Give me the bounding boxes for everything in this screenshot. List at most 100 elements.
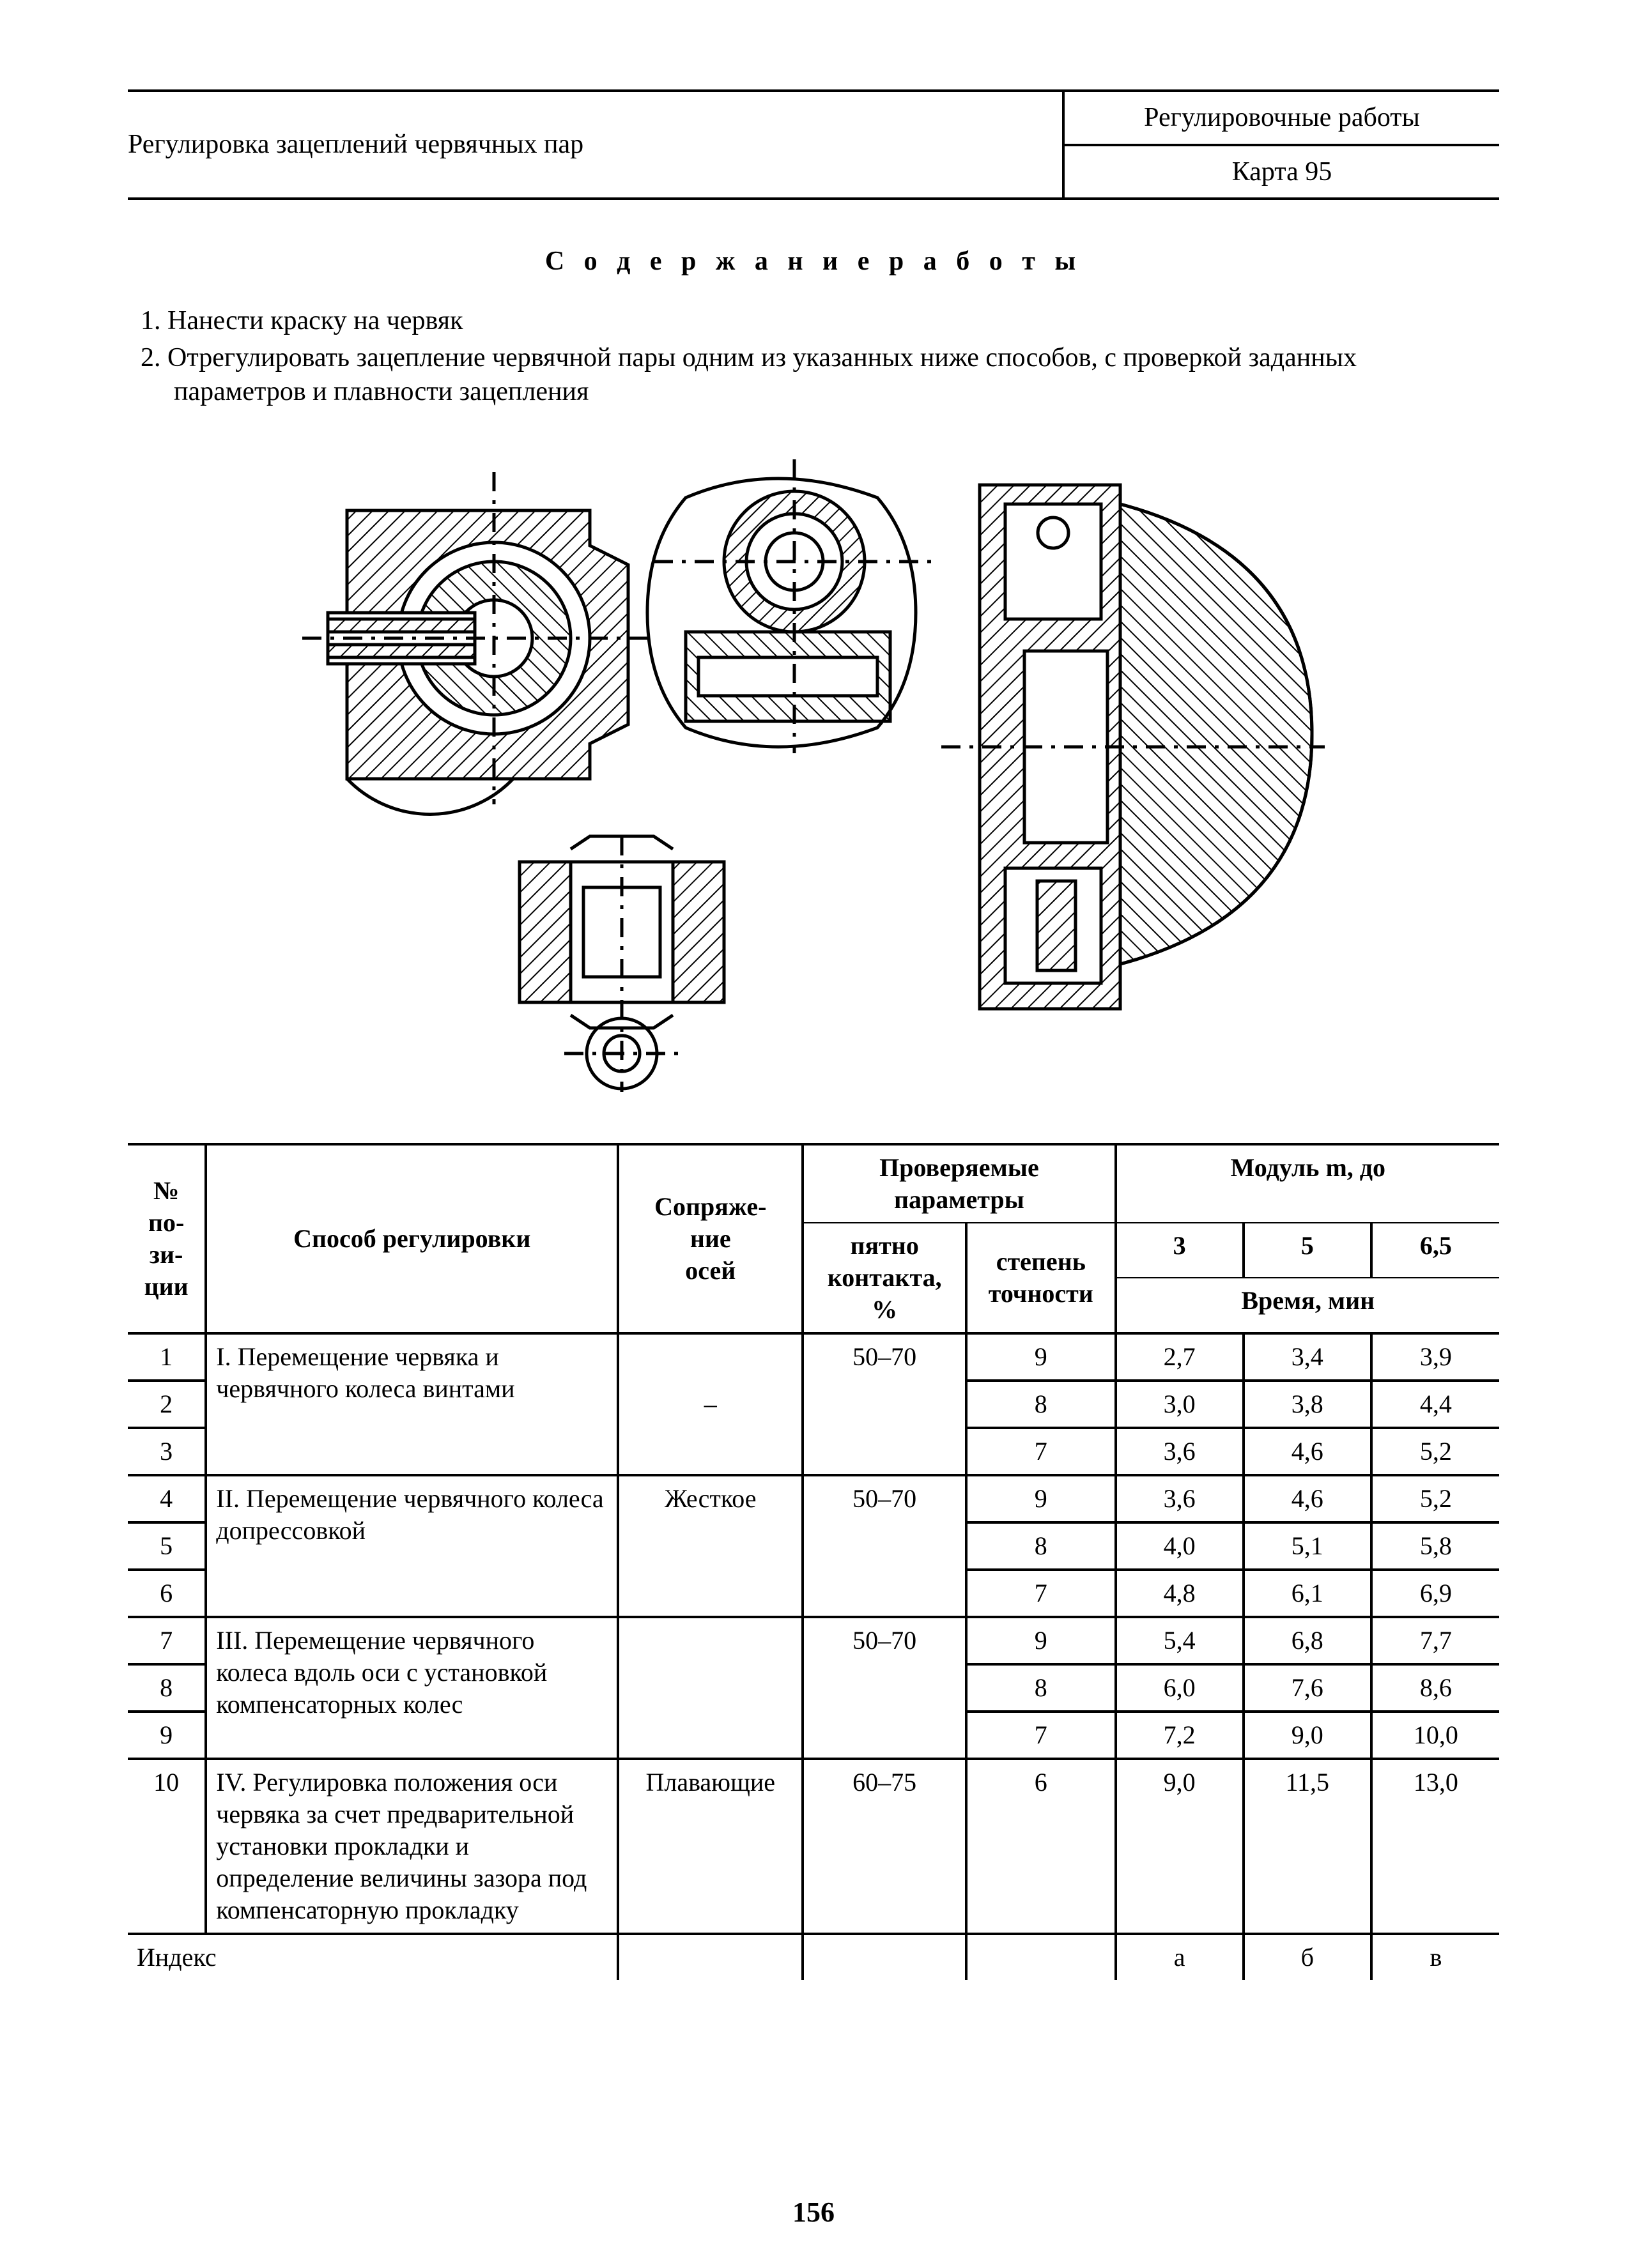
- cell-pos: 6: [128, 1570, 206, 1617]
- cell-m5: 11,5: [1244, 1759, 1371, 1934]
- row-7: 7 III. Перемещение червяч­ного колеса вд…: [128, 1617, 1499, 1664]
- cell-pos: 2: [128, 1381, 206, 1428]
- th-time: Время, мин: [1116, 1278, 1499, 1333]
- cell-method-3: III. Перемещение червяч­ного колеса вдол…: [206, 1617, 618, 1759]
- cell-m3: 4,8: [1116, 1570, 1244, 1617]
- cell-pos: 9: [128, 1712, 206, 1759]
- th-pos: № по- зи- ции: [128, 1144, 206, 1333]
- cell-axis-3: [618, 1617, 803, 1759]
- cell-axis-1: –: [618, 1333, 803, 1475]
- cell-axis-4: Плавающие: [618, 1759, 803, 1934]
- header-card: Карта 95: [1065, 146, 1499, 198]
- cell-pos: 4: [128, 1475, 206, 1522]
- cell-m65: 5,8: [1371, 1522, 1499, 1570]
- header-left: Регулировка зацеплений червячных пар: [128, 92, 1062, 197]
- th-accuracy: степень точности: [966, 1223, 1116, 1333]
- cell-acc: 6: [966, 1759, 1116, 1934]
- th-method: Способ регулировки: [206, 1144, 618, 1333]
- th-checked: Проверяемые параметры: [803, 1144, 1115, 1223]
- cell-m65: 13,0: [1371, 1759, 1499, 1934]
- section-title: С о д е р ж а н и е р а б о т ы: [128, 245, 1499, 279]
- index-a: а: [1116, 1934, 1244, 1980]
- cell-m3: 3,6: [1116, 1475, 1244, 1522]
- cell-acc: 7: [966, 1428, 1116, 1475]
- cell-m5: 4,6: [1244, 1428, 1371, 1475]
- header-right: Регулировочные работы Карта 95: [1062, 92, 1499, 197]
- figure-svg: [302, 434, 1325, 1098]
- cell-pos: 8: [128, 1664, 206, 1712]
- cell-pos: 10: [128, 1759, 206, 1934]
- cell-m65: 3,9: [1371, 1333, 1499, 1381]
- figure-worm-gear: [302, 434, 1325, 1098]
- cell-m3: 3,6: [1116, 1428, 1244, 1475]
- cell-m65: 4,4: [1371, 1381, 1499, 1428]
- cell-method-1: I. Перемещение червяка и червячного коле…: [206, 1333, 618, 1475]
- page: Регулировка зацеплений червячных пар Рег…: [0, 0, 1627, 2268]
- cell-m3: 5,4: [1116, 1617, 1244, 1664]
- fig-center: [647, 459, 935, 753]
- work-steps: 1. Нанести краску на червяк 2. Отрегулир…: [141, 304, 1486, 409]
- th-axis: Сопряже- ние осей: [618, 1144, 803, 1333]
- cell-m5: 5,1: [1244, 1522, 1371, 1570]
- cell-contact-4: 60–75: [803, 1759, 966, 1934]
- th-module: Модуль m, до: [1116, 1144, 1499, 1223]
- cell-m65: 7,7: [1371, 1617, 1499, 1664]
- th-m3: 3: [1116, 1223, 1244, 1278]
- cell-m5: 9,0: [1244, 1712, 1371, 1759]
- thead-row1: № по- зи- ции Способ регулировки Сопряже…: [128, 1144, 1499, 1223]
- index-v: в: [1371, 1934, 1499, 1980]
- cell-m65: 10,0: [1371, 1712, 1499, 1759]
- th-m5: 5: [1244, 1223, 1371, 1278]
- header-title: Регулировка зацеплений червячных пар: [128, 128, 583, 162]
- cell-m5: 6,8: [1244, 1617, 1371, 1664]
- row-index: Индекс а б в: [128, 1934, 1499, 1980]
- cell-m65: 5,2: [1371, 1475, 1499, 1522]
- cell-m5: 4,6: [1244, 1475, 1371, 1522]
- cell-method-2: II. Перемещение червяч­ного колеса допре…: [206, 1475, 618, 1617]
- cell-axis-2: Жесткое: [618, 1475, 803, 1617]
- step-1: 1. Нанести краску на червяк: [141, 304, 1486, 338]
- cell-acc: 8: [966, 1381, 1116, 1428]
- cell-m3: 9,0: [1116, 1759, 1244, 1934]
- cell-m5: 3,8: [1244, 1381, 1371, 1428]
- page-number: 156: [0, 2195, 1627, 2230]
- cell-m5: 3,4: [1244, 1333, 1371, 1381]
- cell-m65: 5,2: [1371, 1428, 1499, 1475]
- th-m65: 6,5: [1371, 1223, 1499, 1278]
- cell-pos: 3: [128, 1428, 206, 1475]
- cell-m3: 3,0: [1116, 1381, 1244, 1428]
- cell-m5: 6,1: [1244, 1570, 1371, 1617]
- cell-acc: 9: [966, 1475, 1116, 1522]
- cell-acc: 9: [966, 1617, 1116, 1664]
- cell-pos: 7: [128, 1617, 206, 1664]
- header-category: Регулировочные работы: [1065, 92, 1499, 146]
- index-b: б: [1244, 1934, 1371, 1980]
- step-2: 2. Отрегулировать зацепление червячной п…: [141, 341, 1486, 408]
- row-10: 10 IV. Регулировка положения оси червяка…: [128, 1759, 1499, 1934]
- data-table: № по- зи- ции Способ регулировки Сопряже…: [128, 1143, 1499, 1980]
- cell-acc: 7: [966, 1712, 1116, 1759]
- row-1: 1 I. Перемещение червяка и червячного ко…: [128, 1333, 1499, 1381]
- cell-m5: 7,6: [1244, 1664, 1371, 1712]
- cell-m65: 8,6: [1371, 1664, 1499, 1712]
- cell-m65: 6,9: [1371, 1570, 1499, 1617]
- cell-m3: 7,2: [1116, 1712, 1244, 1759]
- cell-contact-3: 50–70: [803, 1617, 966, 1759]
- cell-method-4: IV. Регулировка положения оси червяка за…: [206, 1759, 618, 1934]
- cell-acc: 7: [966, 1570, 1116, 1617]
- cell-acc: 9: [966, 1333, 1116, 1381]
- th-contact: пятно контакта, %: [803, 1223, 966, 1333]
- cell-acc: 8: [966, 1664, 1116, 1712]
- cell-pos: 1: [128, 1333, 206, 1381]
- fig-right: [941, 485, 1325, 1009]
- cell-contact-2: 50–70: [803, 1475, 966, 1617]
- cell-pos: 5: [128, 1522, 206, 1570]
- cell-m3: 6,0: [1116, 1664, 1244, 1712]
- cell-acc: 8: [966, 1522, 1116, 1570]
- header: Регулировка зацеплений червячных пар Рег…: [128, 92, 1499, 200]
- fig-bottom: [520, 836, 724, 1092]
- cell-m3: 4,0: [1116, 1522, 1244, 1570]
- row-4: 4 II. Перемещение червяч­ного колеса доп…: [128, 1475, 1499, 1522]
- cell-m3: 2,7: [1116, 1333, 1244, 1381]
- index-label: Индекс: [128, 1934, 618, 1980]
